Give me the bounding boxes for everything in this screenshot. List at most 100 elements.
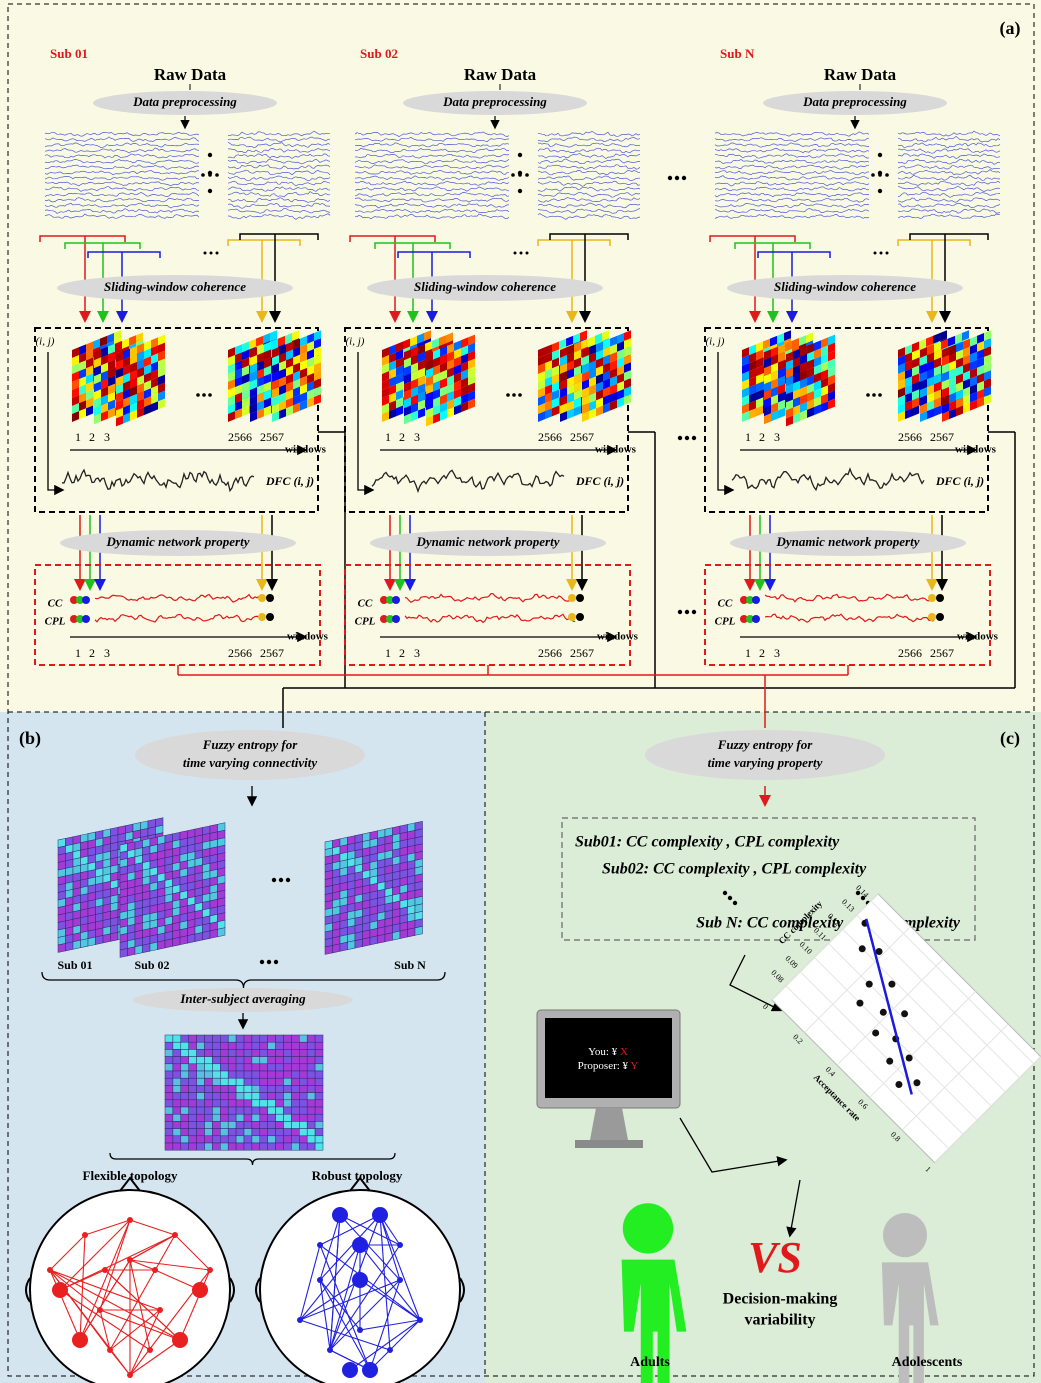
matrix-cell bbox=[220, 1064, 228, 1071]
matrix-cell bbox=[189, 1085, 197, 1092]
matrix-cell bbox=[220, 1042, 228, 1049]
matrix-cell bbox=[165, 1100, 173, 1107]
ellipsis-dot bbox=[514, 252, 517, 255]
matrix-cell bbox=[260, 1100, 268, 1107]
matrix-cell bbox=[197, 1085, 205, 1092]
matrix-cell bbox=[299, 1129, 307, 1136]
ellipsis-dot bbox=[871, 173, 875, 177]
label: Dynamic network property bbox=[416, 534, 560, 549]
matrix-cell bbox=[220, 1121, 228, 1128]
matrix-cell bbox=[228, 1064, 236, 1071]
person-head bbox=[883, 1213, 927, 1257]
matrix-cell bbox=[400, 929, 408, 938]
screen-value: X bbox=[620, 1046, 628, 1058]
window-tick: 2 bbox=[399, 430, 405, 444]
matrix-cell bbox=[363, 937, 371, 946]
label: variability bbox=[744, 1312, 815, 1329]
node bbox=[152, 1267, 158, 1273]
window-tick: 1 bbox=[75, 646, 81, 660]
ellipsis-dot bbox=[267, 960, 271, 964]
matrix-cell bbox=[260, 1035, 268, 1042]
window-tick: 2567 bbox=[930, 646, 954, 660]
ellipsis-dot bbox=[525, 173, 529, 177]
label: Sub01: CC complexity , CPL complexity bbox=[575, 834, 840, 851]
matrix-cell bbox=[197, 1121, 205, 1128]
matrix-cell bbox=[299, 1100, 307, 1107]
window-tick: 2 bbox=[759, 430, 765, 444]
marker-dot bbox=[82, 615, 90, 623]
matrix-cell bbox=[236, 1129, 244, 1136]
matrix-cell bbox=[276, 1121, 284, 1128]
ellipsis-dot bbox=[286, 878, 290, 882]
matrix-cell bbox=[284, 1107, 292, 1114]
matrix-cell bbox=[165, 1114, 173, 1121]
label: Data preprocessing bbox=[132, 94, 237, 109]
label: (i, j) bbox=[346, 336, 365, 348]
label: Adults bbox=[630, 1355, 670, 1370]
matrix-cell bbox=[340, 942, 348, 951]
window-tick: 1 bbox=[385, 646, 391, 660]
matrix-cell bbox=[189, 1064, 197, 1071]
matrix-cell bbox=[181, 1129, 189, 1136]
matrix-cell bbox=[181, 1143, 189, 1150]
label: DFC (i, j) bbox=[575, 474, 624, 488]
matrix-cell bbox=[189, 1136, 197, 1143]
matrix bbox=[325, 821, 423, 954]
matrix-cell bbox=[220, 1078, 228, 1085]
window-tick: 2566 bbox=[228, 430, 252, 444]
matrix-cell bbox=[205, 1093, 213, 1100]
matrix-cell bbox=[244, 1100, 252, 1107]
matrix-cell bbox=[252, 1078, 260, 1085]
matrix-cell bbox=[307, 1064, 315, 1071]
matrix-cell bbox=[205, 1057, 213, 1064]
window-tick: 2567 bbox=[570, 646, 594, 660]
matrix-cell bbox=[181, 1071, 189, 1078]
screen-label: You: ¥ bbox=[588, 1046, 618, 1058]
ellipsis-dot bbox=[518, 173, 522, 177]
matrix-cell bbox=[205, 1114, 213, 1121]
marker-dot bbox=[928, 594, 936, 602]
matrix-cell bbox=[195, 932, 203, 941]
matrix-cell bbox=[268, 1064, 276, 1071]
matrix-cell bbox=[189, 1143, 197, 1150]
matrix-cell bbox=[307, 1129, 315, 1136]
diagram: (a)Sub 01Raw DataData preprocessingSlidi… bbox=[0, 0, 1041, 1383]
marker-dot bbox=[82, 596, 90, 604]
matrix-cell bbox=[276, 1100, 284, 1107]
label: Adolescents bbox=[892, 1355, 963, 1370]
node bbox=[127, 1257, 133, 1263]
label: CC bbox=[718, 598, 733, 610]
marker-dot bbox=[258, 613, 266, 621]
window-tick: 2566 bbox=[898, 646, 922, 660]
matrix-cell bbox=[244, 1085, 252, 1092]
matrix-cell bbox=[197, 1042, 205, 1049]
marker-dot bbox=[392, 615, 400, 623]
matrix-cell bbox=[268, 1093, 276, 1100]
matrix-cell bbox=[220, 1085, 228, 1092]
window-tick: 2566 bbox=[538, 430, 562, 444]
matrix-cell bbox=[244, 1129, 252, 1136]
node bbox=[127, 1217, 133, 1223]
matrix-cell bbox=[220, 1100, 228, 1107]
matrix-cell bbox=[315, 1100, 323, 1107]
matrix-cell bbox=[307, 1114, 315, 1121]
matrix-cell bbox=[212, 1049, 220, 1056]
marker-dot bbox=[576, 613, 584, 621]
matrix-cell bbox=[307, 1093, 315, 1100]
subject-name: Sub 02 bbox=[360, 46, 398, 61]
matrix-cell bbox=[284, 1136, 292, 1143]
matrix-cell bbox=[203, 931, 211, 940]
matrix-cell bbox=[299, 1042, 307, 1049]
matrix-cell bbox=[236, 1078, 244, 1085]
matrix-cell bbox=[244, 1121, 252, 1128]
label: windows bbox=[955, 444, 997, 456]
matrix-cell bbox=[228, 1114, 236, 1121]
matrix-cell bbox=[252, 1042, 260, 1049]
person-head bbox=[623, 1203, 673, 1253]
matrix-cell bbox=[173, 1049, 181, 1056]
matrix-cell bbox=[173, 1107, 181, 1114]
matrix-cell bbox=[284, 1057, 292, 1064]
matrix-cell bbox=[236, 1071, 244, 1078]
matrix-cell bbox=[236, 1136, 244, 1143]
node bbox=[387, 1347, 393, 1353]
